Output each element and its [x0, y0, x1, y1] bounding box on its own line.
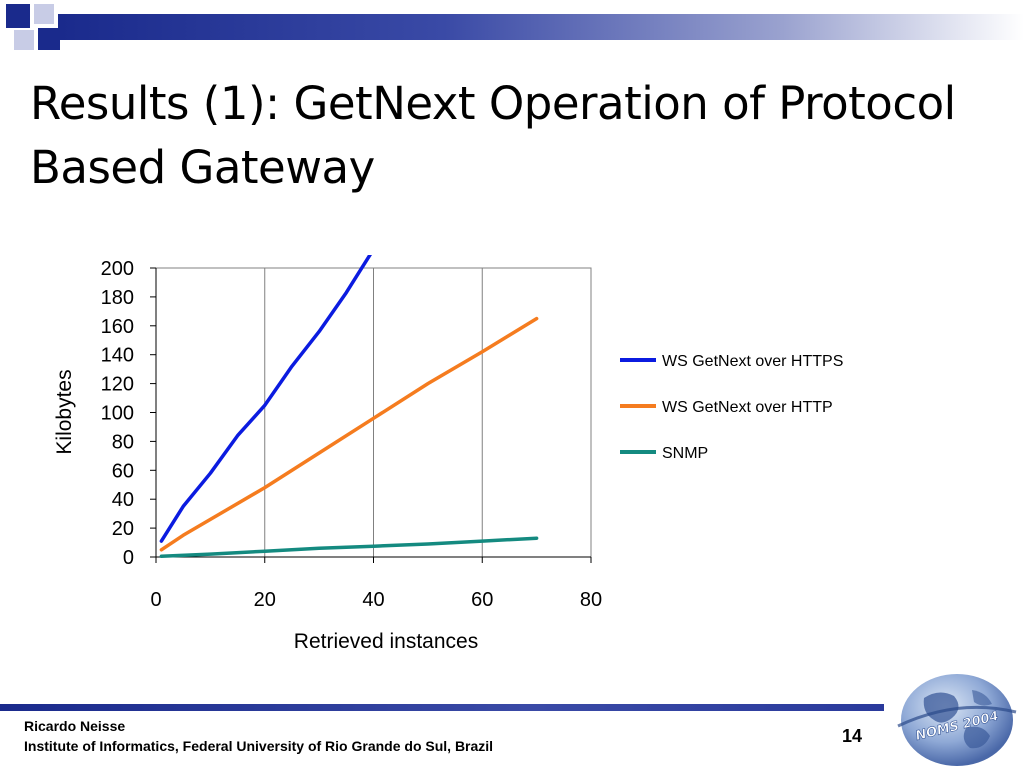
legend-label-snmp: SNMP	[662, 445, 708, 462]
line-chart: 0 20 40 60 80 100 120 140 160 180 200 0 20 40 60 80 Ret…	[53, 255, 843, 653]
x-tick-label: 60	[471, 589, 493, 611]
x-tick-label: 80	[580, 589, 602, 611]
slide-title: Results (1): GetNext Operation of Protoc…	[30, 77, 956, 194]
x-tick-label: 20	[254, 589, 276, 611]
y-tick-label: 20	[112, 518, 134, 540]
noms-globe-logo: NOMS 2004	[897, 674, 1017, 766]
chart-plot-area	[159, 255, 539, 559]
y-tick-label: 200	[101, 258, 134, 280]
chart-legend: WS GetNext over HTTPS WS GetNext over HTT…	[620, 353, 843, 462]
y-tick-label: 100	[101, 403, 134, 425]
y-tick-label: 60	[112, 460, 134, 482]
x-axis-label: Retrieved instances	[294, 630, 478, 653]
y-axis-label: Kilobytes	[53, 369, 76, 454]
series-line-ws-getnext-over-https	[159, 255, 372, 543]
corner-square-decoration	[38, 28, 60, 50]
legend-label-ws-getnext-over-https: WS GetNext over HTTPS	[662, 353, 843, 370]
legend-label-ws-getnext-over-http: WS GetNext over HTTP	[662, 399, 833, 416]
footer-bar	[0, 704, 884, 711]
y-tick-label: 0	[123, 547, 134, 569]
corner-square-decoration	[34, 4, 54, 24]
page-number: 14	[842, 726, 863, 746]
y-tick-label: 120	[101, 374, 134, 396]
y-tick-label: 140	[101, 345, 134, 367]
corner-square-decoration	[6, 4, 30, 28]
series-line-snmp	[159, 536, 539, 559]
footer-author: Ricardo Neisse	[24, 718, 126, 734]
y-tick-label: 180	[101, 287, 134, 309]
y-tick-label: 160	[101, 316, 134, 338]
x-tick-label: 0	[150, 589, 161, 611]
chart-axes	[150, 267, 592, 563]
corner-square-decoration	[14, 30, 34, 50]
x-tick-label: 40	[362, 589, 384, 611]
header-gradient-bar	[58, 14, 1024, 40]
series-lines	[159, 255, 539, 559]
y-tick-label: 40	[112, 489, 134, 511]
y-tick-label: 80	[112, 431, 134, 453]
chart-tick-labels: 0 20 40 60 80 100 120 140 160 180 200 0 20 40 60 80	[101, 258, 603, 611]
series-line-ws-getnext-over-http	[159, 316, 539, 552]
footer-institute: Institute of Informatics, Federal Univer…	[24, 738, 494, 754]
